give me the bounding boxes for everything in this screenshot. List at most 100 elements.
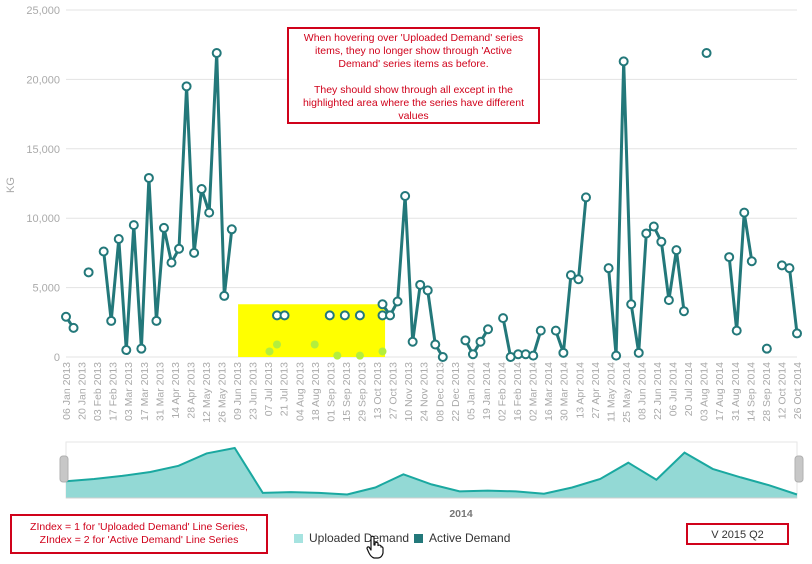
y-tick-label: 0 [54, 352, 60, 364]
x-tick-label: 09 Jun 2013 [232, 362, 244, 420]
active-demand-point [407, 336, 418, 347]
legend-label-uploaded: Uploaded Demand [309, 531, 410, 545]
x-tick-label: 30 Mar 2014 [559, 362, 571, 421]
x-tick-label: 14 Sep 2014 [745, 362, 757, 422]
active-demand-point [151, 315, 162, 326]
active-demand-point [724, 252, 735, 263]
active-demand-point [430, 339, 441, 350]
x-tick-label: 17 Feb 2013 [108, 362, 120, 421]
x-tick-label: 27 Apr 2014 [590, 362, 602, 419]
x-tick-label: 17 Aug 2014 [714, 362, 726, 421]
navigator-handle[interactable] [59, 455, 69, 483]
uploaded-demand-point [324, 310, 335, 321]
active-demand-point [158, 222, 169, 233]
x-tick-label: 04 Aug 2013 [294, 362, 306, 421]
y-axis-title: KG [5, 177, 17, 193]
uploaded-demand-point [354, 310, 365, 321]
zindex-line: ZIndex = 2 for 'Active Demand' Line Seri… [39, 534, 239, 546]
active-demand-point [663, 295, 674, 306]
active-demand-point [573, 274, 584, 285]
active-demand-point [626, 299, 637, 310]
active-demand-point [678, 306, 689, 317]
active-demand-point [528, 350, 539, 361]
y-tick-label: 20,000 [26, 74, 60, 86]
active-demand-point [633, 347, 644, 358]
navigator-axis-label: 2014 [449, 508, 473, 520]
x-tick-label: 15 Sep 2013 [341, 362, 353, 422]
legend-item-active-demand[interactable]: Active Demand [414, 531, 510, 545]
x-tick-label: 05 Jan 2014 [465, 362, 477, 420]
x-tick-label: 12 Oct 2014 [776, 362, 788, 419]
active-demand-point [98, 246, 109, 257]
active-demand-point [83, 267, 94, 278]
active-demand-point [671, 245, 682, 256]
active-demand-point [400, 190, 411, 201]
legend-swatch-active [414, 533, 423, 543]
x-tick-label: 17 Mar 2013 [139, 362, 151, 421]
uploaded-inner-point [265, 347, 274, 356]
x-tick-label: 25 May 2014 [621, 362, 633, 423]
active-demand-point [648, 221, 659, 232]
active-demand-point [196, 184, 207, 195]
active-demand-point [498, 313, 509, 324]
uploaded-demand-point [339, 310, 350, 321]
active-demand-point [746, 256, 757, 267]
y-tick-label: 5,000 [32, 283, 60, 295]
x-tick-label: 22 Dec 2013 [450, 362, 462, 422]
active-demand-point [535, 325, 546, 336]
uploaded-inner-point [310, 340, 319, 349]
navigator-line [65, 446, 798, 496]
legend-item-uploaded-demand[interactable]: Uploaded Demand [294, 531, 409, 545]
x-tick-label: 13 Oct 2013 [372, 362, 384, 419]
y-tick-label: 10,000 [26, 213, 60, 225]
x-tick-label: 19 Jan 2014 [481, 362, 493, 420]
navigator-area [66, 448, 797, 498]
active-demand-point [211, 48, 222, 59]
active-demand-point [467, 349, 478, 360]
x-tick-label: 01 Sep 2013 [325, 362, 337, 422]
x-tick-label: 03 Aug 2014 [699, 362, 711, 421]
navigator-handle[interactable] [794, 455, 804, 483]
hover-issue-line: highlighted area where the series have d… [302, 97, 525, 109]
active-demand-point [739, 207, 750, 218]
active-demand-point [219, 290, 230, 301]
active-demand-point [565, 270, 576, 281]
x-tick-label: 22 Jun 2014 [652, 362, 664, 420]
uploaded-inner-point [378, 347, 387, 356]
active-demand-point [460, 335, 471, 346]
y-tick-label: 25,000 [26, 5, 60, 17]
x-tick-label: 03 Mar 2013 [123, 362, 135, 421]
hover-issue-line: items, they no longer show through 'Acti… [315, 45, 512, 57]
x-tick-label: 18 Aug 2013 [310, 362, 322, 421]
active-demand-point [701, 48, 712, 59]
active-demand-point [437, 352, 448, 362]
active-demand-point [106, 315, 117, 326]
active-demand-point [166, 257, 177, 268]
active-demand-point [641, 228, 652, 239]
x-tick-label: 31 Aug 2014 [730, 362, 742, 421]
active-demand-point [181, 81, 192, 92]
x-tick-label: 21 Jul 2013 [279, 362, 291, 416]
active-demand-point [611, 350, 622, 361]
active-demand-point [784, 263, 795, 274]
active-demand-point [580, 192, 591, 203]
x-tick-label: 28 Sep 2014 [761, 362, 773, 422]
active-demand-point [174, 243, 185, 254]
active-demand-point [61, 311, 71, 322]
active-demand-point [483, 324, 494, 335]
active-demand-point [204, 207, 215, 218]
hover-issue-annotation: When hovering over 'Uploaded Demand' ser… [287, 27, 540, 124]
active-demand-point [603, 263, 614, 274]
active-demand-point [415, 279, 426, 290]
active-demand-point [377, 299, 388, 310]
active-demand-point [136, 343, 147, 354]
uploaded-inner-point [355, 351, 364, 360]
uploaded-inner-point [273, 340, 282, 349]
x-tick-label: 06 Jul 2014 [668, 362, 680, 416]
x-tick-label: 13 Apr 2014 [574, 362, 586, 419]
active-demand-point [113, 234, 124, 245]
hover-issue-line: They should show through all except in t… [313, 84, 514, 96]
active-demand-point [121, 345, 132, 356]
hand-pointer-icon [366, 535, 384, 559]
x-tick-label: 11 May 2014 [605, 362, 617, 422]
